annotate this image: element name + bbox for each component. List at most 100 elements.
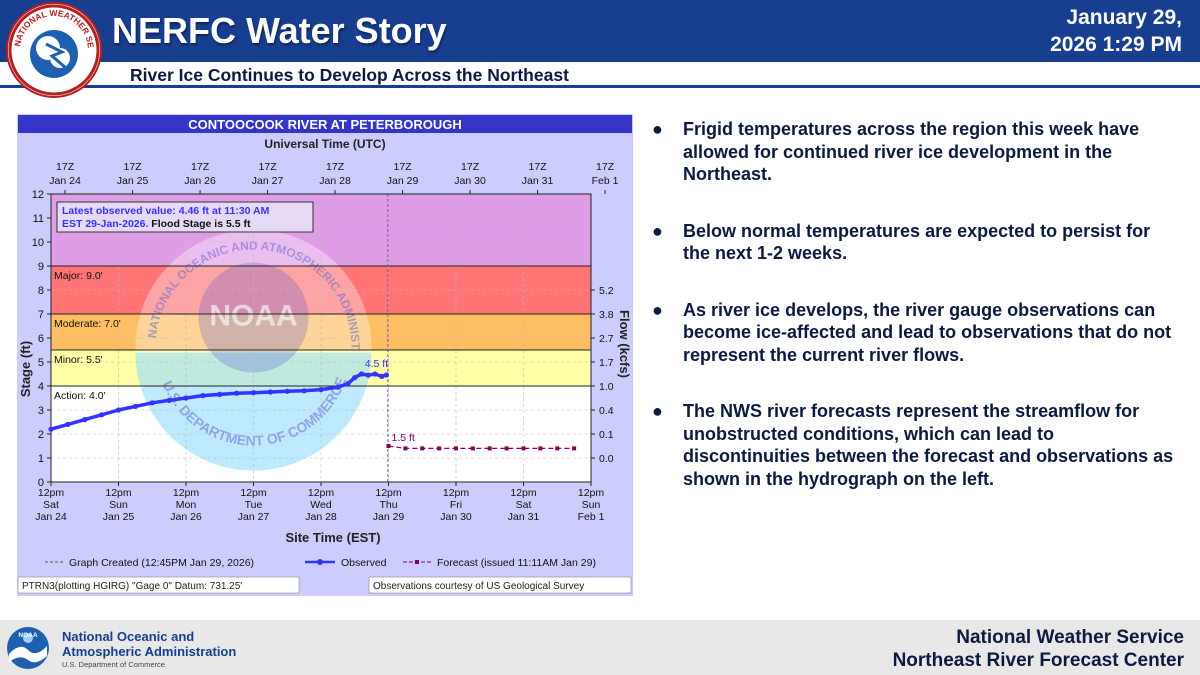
y-tick-label: 12: [32, 189, 44, 201]
forecast-series-line: [388, 445, 575, 449]
top-tick-date: Jan 31: [522, 175, 554, 187]
bottom-tick-day: Tue: [245, 499, 263, 511]
y-axis-title: Stage (ft): [18, 341, 33, 397]
y2-tick-label: 2.7: [599, 333, 614, 345]
bottom-tick-date: Jan 27: [238, 511, 270, 523]
bullet-text: Frigid temperatures across the region th…: [683, 119, 1140, 184]
date-line-2: 2026 1:29 PM: [1050, 33, 1182, 56]
top-axis-title: Universal Time (UTC): [264, 137, 385, 151]
top-tick-hour: 17Z: [56, 161, 75, 173]
bottom-tick-date: Jan 26: [170, 511, 202, 523]
y-tick-label: 10: [32, 237, 44, 249]
info-box-line-2: EST 29-Jan-2026. Flood Stage is 5.5 ft: [62, 218, 251, 230]
forecast-point: [487, 446, 492, 451]
top-tick-date: Jan 28: [319, 175, 351, 187]
observed-point: [318, 387, 324, 393]
top-tick-date: Jan 30: [454, 175, 486, 187]
observed-point: [379, 373, 385, 379]
observed-value-label: 4.5 ft: [365, 358, 388, 370]
noaa-name-line-2: Atmospheric Administration: [62, 644, 237, 659]
forecast-point: [454, 446, 458, 451]
noaa-logo-graphic: NOAA: [7, 627, 49, 669]
y-tick-label: 11: [33, 213, 44, 225]
bullet-item: ● Below normal temperatures are expected …: [652, 220, 1182, 265]
y-tick-label: 5: [38, 357, 44, 369]
nws-logo: NATIONAL WEATHER SERVICE: [5, 0, 102, 98]
observed-point: [65, 421, 71, 427]
bottom-tick-time: 12pm: [443, 487, 470, 499]
bottom-tick-date: Jan 24: [35, 511, 67, 523]
observed-point: [372, 371, 378, 377]
threshold-label: Minor: 5.5': [54, 354, 103, 366]
top-tick-date: Jan 27: [252, 175, 284, 187]
chart-footer-left: PTRN3(plotting HGIRG) "Gage 0" Datum: 73…: [22, 581, 242, 592]
top-tick-date: Jan 25: [117, 175, 149, 187]
info-box-flood-stage: Flood Stage is 5.5 ft: [151, 218, 251, 230]
page-subtitle: River Ice Continues to Develop Across th…: [130, 65, 569, 85]
bullet-text: As river ice develops, the river gauge o…: [683, 299, 1172, 365]
noaa-department: U.S. Department of Commerce: [62, 660, 165, 669]
bullet-text: Below normal temperatures are expected t…: [683, 220, 1151, 264]
forecast-point: [420, 446, 425, 451]
observed-point: [301, 388, 307, 394]
observed-point: [149, 400, 155, 406]
y-tick-label: 0: [38, 477, 44, 489]
bottom-tick-date: Jan 29: [373, 511, 405, 523]
y-tick-label: 1: [38, 453, 44, 465]
chart-footer-right: Observations courtesy of US Geological S…: [373, 581, 584, 592]
info-box-line-2-time: EST 29-Jan-2026.: [62, 218, 151, 230]
bottom-tick-date: Jan 25: [103, 511, 135, 523]
y-tick-label: 4: [38, 381, 44, 393]
bullet-text: The NWS river forecasts represent the st…: [683, 401, 1174, 489]
threshold-label: Major: 9.0': [54, 270, 103, 282]
observed-point: [335, 384, 341, 390]
forecast-point: [386, 444, 391, 448]
noaa-name-line-1: National Oceanic and: [62, 629, 195, 644]
observed-point: [352, 375, 358, 381]
top-tick-date: Feb 1: [592, 175, 619, 187]
forecast-point: [572, 446, 577, 451]
chart-title: CONTOOCOOK RIVER AT PETERBOROUGH: [188, 117, 462, 132]
date-line-1: January 29,: [1066, 6, 1182, 29]
top-tick-hour: 17Z: [259, 161, 278, 173]
bottom-tick-date: Jan 31: [508, 511, 540, 523]
bottom-tick-time: 12pm: [105, 487, 132, 499]
bottom-tick-day: Sat: [43, 499, 59, 511]
observed-point: [217, 391, 223, 397]
top-axis-ticks: 17Z Jan 24 17Z Jan 25 17Z Jan 26 17Z Jan 27 17Z J…: [49, 161, 619, 194]
observed-point: [250, 390, 257, 396]
observed-point: [132, 403, 138, 409]
top-tick-hour: 17Z: [529, 161, 548, 173]
bullet-dot-icon: ●: [652, 401, 663, 421]
y2-tick-label: 1.7: [599, 357, 614, 369]
legend-observed-marker: [317, 559, 323, 565]
bottom-tick-time: 12pm: [38, 487, 65, 499]
forecast-point: [470, 446, 475, 451]
y-tick-label: 2: [38, 429, 44, 441]
observed-point: [383, 372, 390, 378]
top-tick-hour: 17Z: [191, 161, 210, 173]
bullet-dot-icon: ●: [652, 119, 663, 139]
observed-point: [200, 393, 206, 399]
info-box-frame: [56, 201, 314, 233]
bottom-tick-day: Mon: [176, 499, 197, 511]
observed-point: [345, 381, 351, 387]
top-tick-hour: 17Z: [596, 161, 615, 173]
y2-tick-label: 5.2: [599, 285, 614, 297]
y-tick-label: 3: [38, 405, 44, 417]
forecast-point: [403, 446, 408, 451]
subtitle-bar: River Ice Continues to Develop Across th…: [0, 62, 1200, 88]
top-tick-hour: 17Z: [326, 161, 345, 173]
hydrograph: CONTOOCOOK RIVER AT PETERBOROUGH Univers…: [12, 103, 633, 601]
bullet-dot-icon: ●: [652, 299, 663, 320]
y-tick-label: 8: [38, 285, 44, 297]
bottom-tick-day: Fri: [450, 499, 462, 511]
bottom-tick-day: Wed: [310, 499, 332, 511]
top-tick-hour: 17Z: [394, 161, 413, 173]
legend-created-label: Graph Created (12:45PM Jan 29, 2026): [69, 557, 254, 569]
watermark-seal: [135, 229, 372, 466]
bottom-tick-day: Sat: [516, 499, 532, 511]
x-axis-title: Site Time (EST): [285, 530, 380, 545]
forecast-point: [521, 446, 526, 451]
